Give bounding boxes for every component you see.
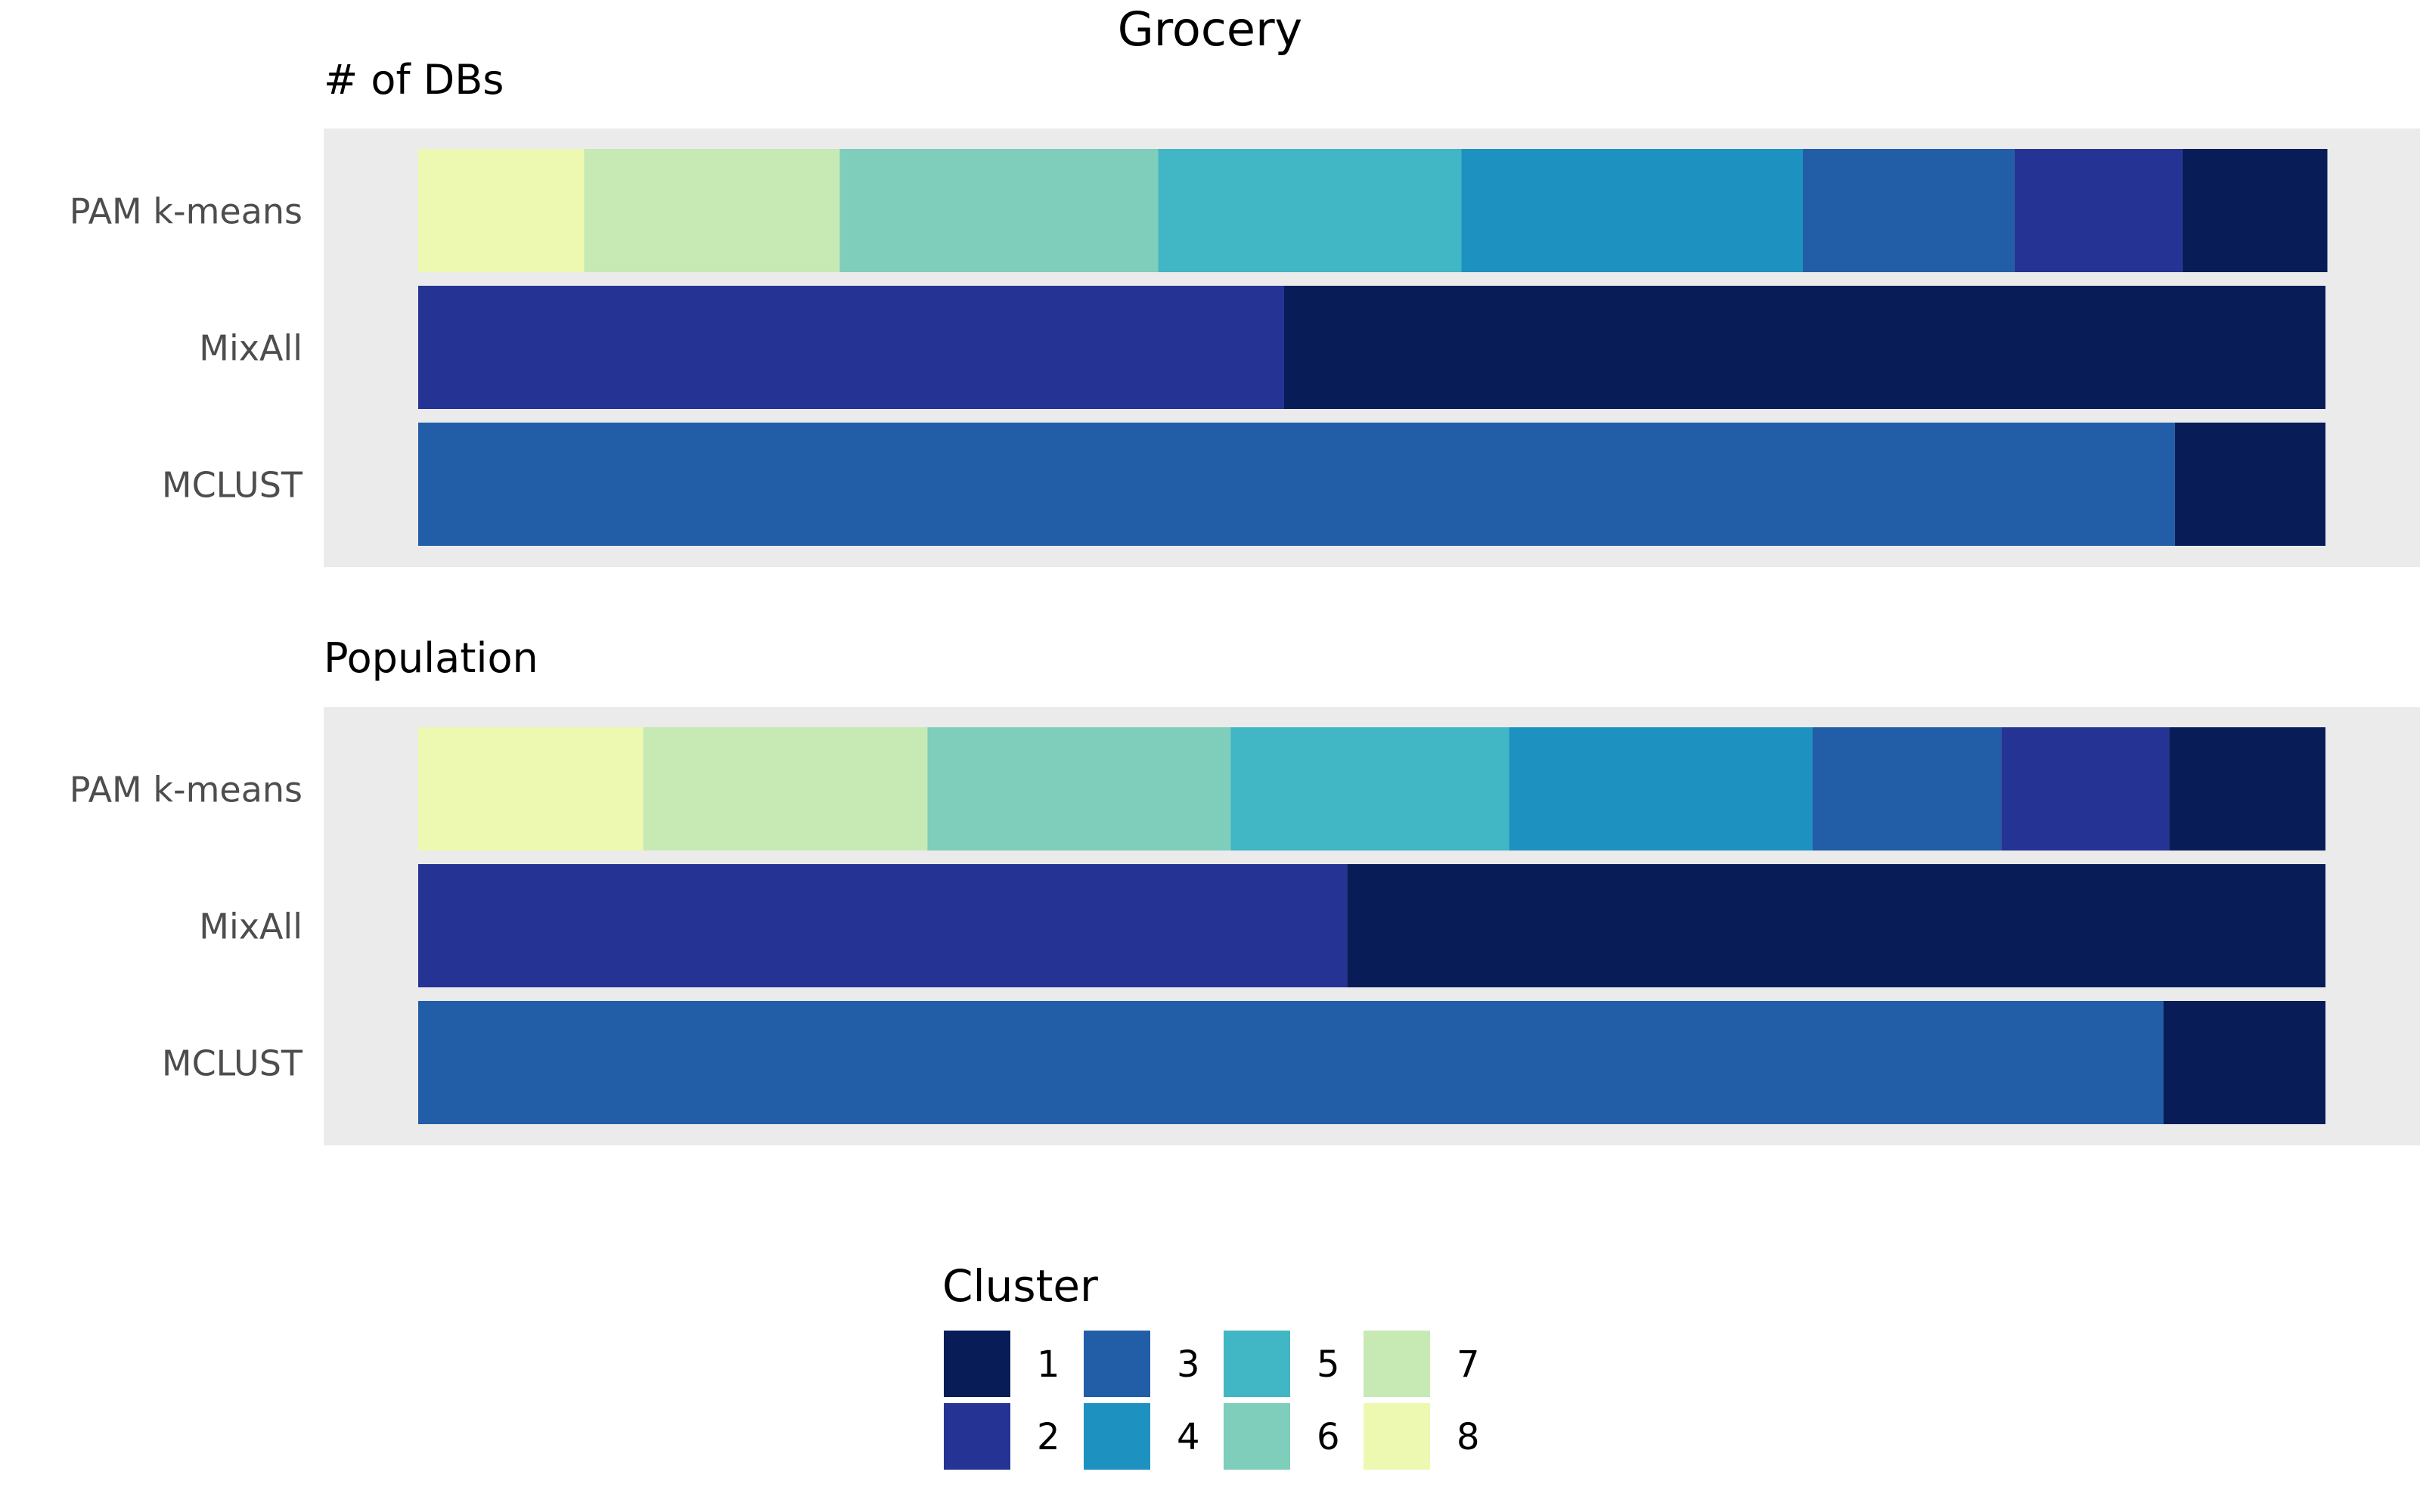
bar-segment-cluster-2	[2014, 149, 2183, 272]
panel-title: # of DBs	[324, 56, 504, 104]
legend-label: 2	[1037, 1416, 1060, 1458]
bar-segment-cluster-3	[1802, 149, 2015, 272]
bar-segment-cluster-1	[2169, 727, 2325, 850]
legend-key-1	[941, 1328, 1013, 1400]
bar-segment-cluster-4	[1461, 149, 1803, 272]
panel: # of DBs PAM k-means MixAll MCLUST	[70, 56, 2420, 567]
legend-label: 3	[1177, 1343, 1200, 1386]
legend-title: Cluster	[942, 1260, 1098, 1312]
bar-segment-cluster-1	[1283, 286, 2325, 409]
legend-label: 1	[1037, 1343, 1060, 1386]
legend-label: 7	[1457, 1343, 1480, 1386]
legend-key-3	[1081, 1328, 1153, 1400]
legend-key-5	[1221, 1328, 1293, 1400]
legend-label: 8	[1457, 1416, 1480, 1458]
legend: Cluster 1 2 3 4 5 6 7 8	[941, 1260, 1480, 1473]
bar-segment-cluster-1	[2174, 423, 2325, 546]
legend-key-2	[941, 1400, 1013, 1473]
bar-segment-cluster-3	[418, 423, 2175, 546]
panel-title: Population	[324, 634, 538, 682]
panel: Population PAM k-means MixAll MCLUST	[70, 634, 2420, 1145]
bar-segment-cluster-6	[927, 727, 1231, 850]
legend-key-4	[1081, 1400, 1153, 1473]
legend-key-8	[1360, 1400, 1433, 1473]
bar-segment-cluster-2	[2001, 727, 2170, 850]
y-tick-label: PAM k-means	[70, 770, 302, 810]
legend-label: 6	[1317, 1416, 1340, 1458]
bar-segment-cluster-1	[2182, 149, 2328, 272]
y-tick-label: MixAll	[199, 906, 302, 947]
bar-segment-cluster-1	[1347, 864, 2325, 987]
bar-segment-cluster-8	[418, 727, 644, 850]
y-tick-label: PAM k-means	[70, 191, 302, 232]
bar-segment-cluster-7	[643, 727, 928, 850]
bar-segment-cluster-1	[2163, 1001, 2325, 1124]
bar-segment-cluster-3	[1812, 727, 2002, 850]
legend-key-6	[1221, 1400, 1293, 1473]
bar-segment-cluster-3	[418, 1001, 2164, 1124]
bar-segment-cluster-5	[1158, 149, 1462, 272]
legend-label: 5	[1317, 1343, 1340, 1386]
y-tick-label: MCLUST	[162, 1043, 303, 1084]
bar-segment-cluster-5	[1230, 727, 1509, 850]
bar-segment-cluster-6	[839, 149, 1159, 272]
bar-segment-cluster-2	[418, 864, 1348, 987]
bar-segment-cluster-2	[418, 286, 1284, 409]
chart-title: Grocery	[1118, 2, 1303, 57]
y-tick-label: MixAll	[199, 328, 302, 369]
bar-segment-cluster-7	[584, 149, 840, 272]
legend-label: 4	[1177, 1416, 1200, 1458]
y-tick-label: MCLUST	[162, 465, 303, 506]
bar-segment-cluster-8	[418, 149, 585, 272]
legend-key-7	[1360, 1328, 1433, 1400]
bar-segment-cluster-4	[1509, 727, 1813, 850]
